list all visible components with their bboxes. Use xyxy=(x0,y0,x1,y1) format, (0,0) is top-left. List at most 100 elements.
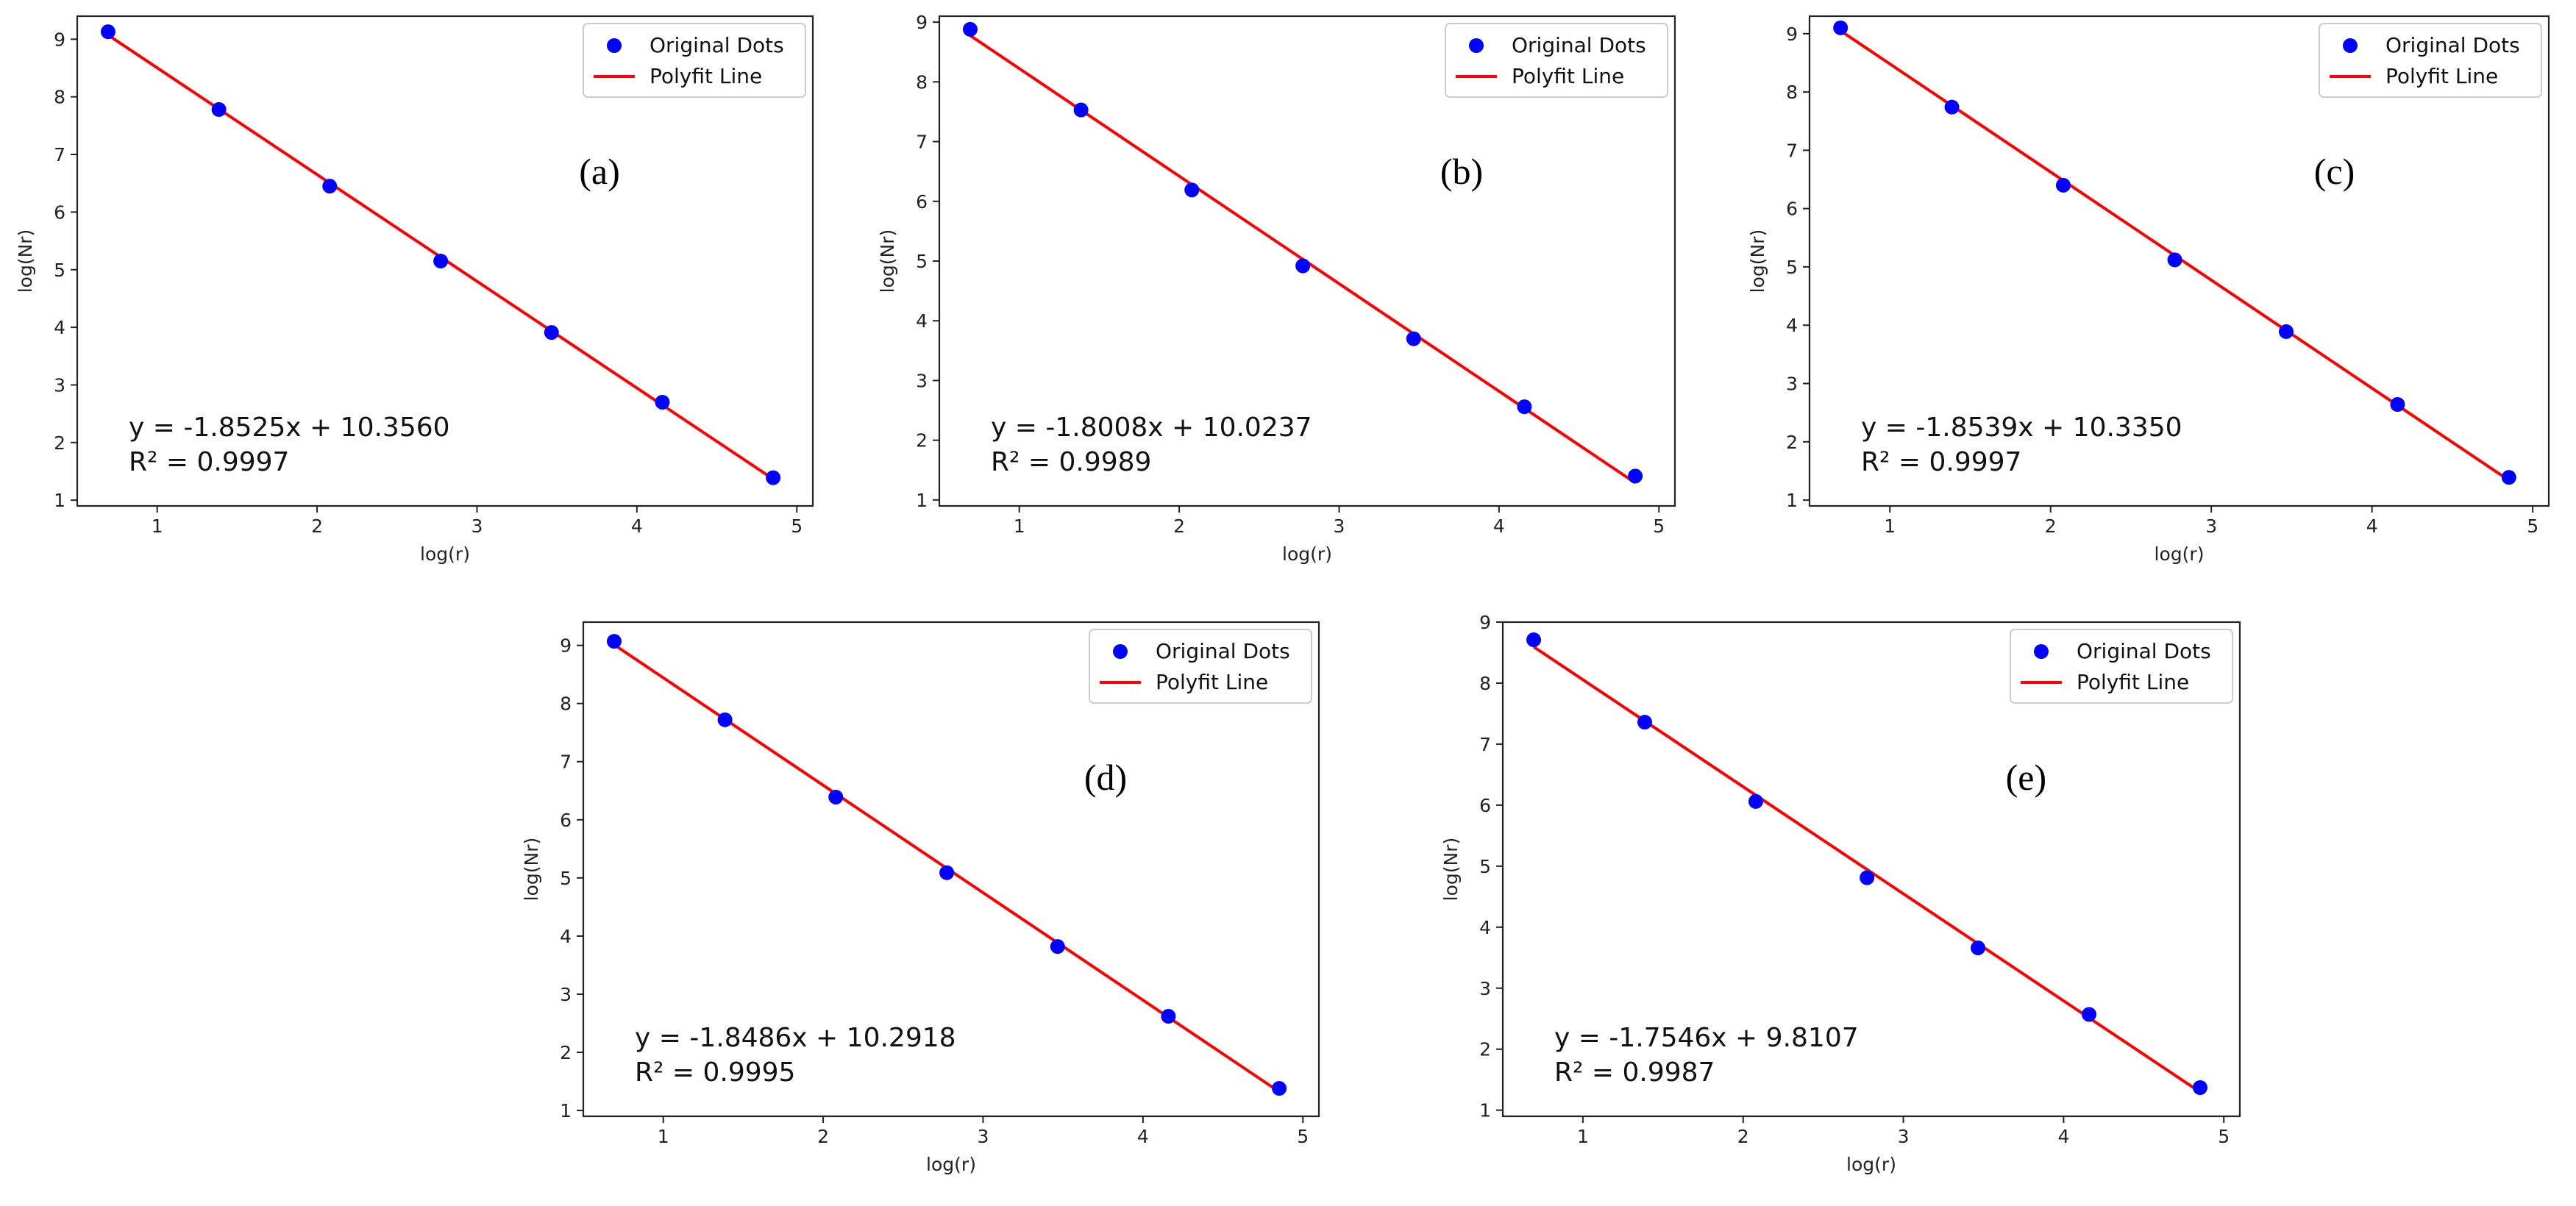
y-tick-label: 1 xyxy=(54,490,65,511)
data-point xyxy=(1860,870,1875,885)
x-axis-label: log(r) xyxy=(1282,543,1332,565)
r-squared-text: R² = 0.9989 xyxy=(991,447,1151,477)
y-tick-label: 7 xyxy=(916,132,928,153)
y-tick-label: 7 xyxy=(1479,734,1491,755)
panel-label: (d) xyxy=(1084,757,1127,798)
data-point xyxy=(2390,397,2405,413)
x-tick-label: 4 xyxy=(631,515,643,537)
x-tick-label: 2 xyxy=(2045,515,2057,537)
data-point xyxy=(962,21,978,37)
y-tick-label: 8 xyxy=(916,71,928,93)
data-point xyxy=(2055,177,2071,193)
legend-dot-marker xyxy=(2034,644,2049,659)
legend: Original Dots Polyfit Line xyxy=(2319,23,2542,98)
y-tick-label: 1 xyxy=(1479,1100,1491,1121)
x-tick-label: 5 xyxy=(791,515,803,537)
legend-dot-marker xyxy=(1469,38,1484,53)
panel-label: (a) xyxy=(579,151,620,192)
data-point xyxy=(100,24,115,40)
y-tick-label: 5 xyxy=(1786,257,1798,278)
legend-dot-marker xyxy=(2343,38,2358,53)
y-tick-label: 6 xyxy=(1479,795,1491,816)
y-tick-label: 7 xyxy=(1786,140,1798,161)
y-tick-label: 9 xyxy=(54,29,65,50)
data-point xyxy=(717,712,733,727)
y-tick-label: 2 xyxy=(916,430,928,452)
x-tick-label: 3 xyxy=(978,1126,989,1147)
x-tick-label: 1 xyxy=(1014,515,1025,537)
data-point xyxy=(1161,1009,1176,1024)
x-tick-label: 5 xyxy=(2218,1126,2230,1147)
x-tick-label: 5 xyxy=(2527,515,2538,537)
y-tick-label: 5 xyxy=(54,260,65,281)
chart-panel-1: 1 2 3 4 5 1 2 3 4 5 6 7 8 9 log(r) log(Nr) Original Dots… xyxy=(15,15,814,565)
chart-panel-4: 1 2 3 4 5 1 2 3 4 5 6 7 8 9 log(r) log(Nr) Original Dots… xyxy=(521,621,1320,1175)
equation-text: y = -1.8486x + 10.2918 xyxy=(635,1023,956,1053)
x-tick-label: 4 xyxy=(2057,1126,2069,1147)
chart-panel-5: 1 2 3 4 5 1 2 3 4 5 6 7 8 9 log(r) log(Nr) Original Dots… xyxy=(1440,612,2241,1175)
y-tick-label: 5 xyxy=(916,251,928,272)
y-tick-label: 6 xyxy=(560,810,572,831)
plot-frame xyxy=(76,15,814,507)
y-tick-label: 6 xyxy=(916,191,928,213)
x-tick-label: 3 xyxy=(1898,1126,1910,1147)
legend-label-line: Polyfit Line xyxy=(1512,64,1624,88)
x-tick-label: 5 xyxy=(1653,515,1665,537)
x-axis-label: log(r) xyxy=(2155,543,2205,565)
y-tick-label: 3 xyxy=(560,984,572,1005)
data-point xyxy=(211,101,227,117)
y-tick-label: 4 xyxy=(916,310,928,332)
data-point xyxy=(1517,399,1532,415)
data-point xyxy=(1944,99,1960,115)
data-point xyxy=(606,634,622,649)
data-point xyxy=(766,470,781,485)
data-point xyxy=(828,789,844,804)
y-tick-label: 8 xyxy=(54,87,65,108)
r-squared-text: R² = 0.9987 xyxy=(1554,1057,1715,1088)
legend-label-line: Polyfit Line xyxy=(2385,64,2498,88)
data-point xyxy=(2082,1007,2097,1022)
y-tick-label: 6 xyxy=(1786,199,1798,220)
legend: Original Dots Polyfit Line xyxy=(1445,23,1668,98)
x-tick-label: 2 xyxy=(311,515,323,537)
chart-panel-3: 1 2 3 4 5 1 2 3 4 5 6 7 8 9 log(r) log(Nr) Original Dots… xyxy=(1747,15,2550,565)
legend-label-line: Polyfit Line xyxy=(2077,670,2189,694)
y-tick-label: 4 xyxy=(1479,917,1491,938)
data-point xyxy=(1526,632,1542,648)
data-point xyxy=(322,179,338,194)
y-tick-label: 9 xyxy=(916,12,928,33)
equation-text: y = -1.8008x + 10.0237 xyxy=(991,413,1312,443)
plot-frame xyxy=(1808,15,2550,507)
data-point xyxy=(1406,331,1421,346)
y-tick-label: 6 xyxy=(54,201,65,223)
data-point xyxy=(939,865,955,880)
y-axis-label: log(Nr) xyxy=(521,838,542,902)
data-point xyxy=(655,394,670,410)
y-axis-label: log(Nr) xyxy=(877,229,898,293)
legend-dot-marker xyxy=(607,38,622,53)
legend-frame xyxy=(583,23,806,98)
x-axis-label: log(r) xyxy=(926,1154,976,1175)
y-tick-label: 8 xyxy=(1786,82,1798,103)
data-point xyxy=(2279,324,2294,339)
y-tick-label: 7 xyxy=(560,752,572,773)
legend-dot-marker xyxy=(1113,644,1128,659)
x-tick-label: 4 xyxy=(1137,1126,1149,1147)
y-tick-label: 8 xyxy=(560,693,572,715)
y-tick-label: 1 xyxy=(1786,490,1798,511)
data-point xyxy=(1050,939,1065,955)
legend: Original Dots Polyfit Line xyxy=(583,23,806,98)
y-tick-label: 1 xyxy=(560,1100,572,1121)
plot-frame xyxy=(1501,621,2241,1118)
data-point xyxy=(1295,258,1311,274)
panel-label: (c) xyxy=(2314,151,2355,192)
x-tick-label: 2 xyxy=(1737,1126,1749,1147)
y-tick-label: 2 xyxy=(1479,1039,1491,1060)
y-tick-label: 9 xyxy=(560,635,572,657)
data-point xyxy=(1628,468,1643,484)
x-tick-label: 1 xyxy=(152,515,163,537)
y-tick-label: 5 xyxy=(1479,856,1491,877)
y-tick-label: 8 xyxy=(1479,673,1491,694)
x-tick-label: 2 xyxy=(817,1126,829,1147)
x-tick-label: 5 xyxy=(1297,1126,1309,1147)
